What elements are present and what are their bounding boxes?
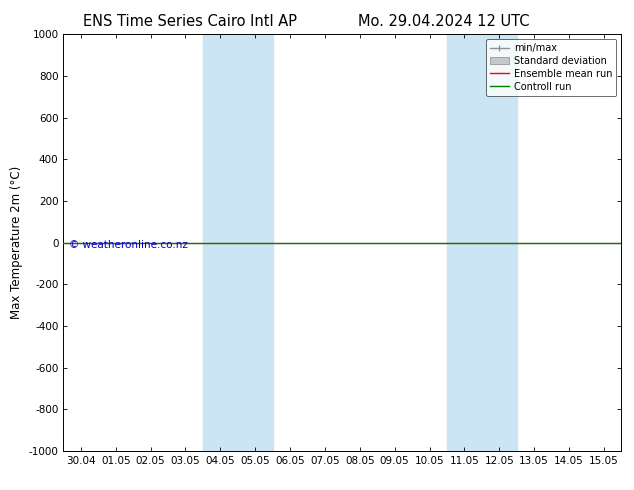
Text: © weatheronline.co.nz: © weatheronline.co.nz (69, 241, 188, 250)
Text: ENS Time Series Cairo Intl AP: ENS Time Series Cairo Intl AP (83, 14, 297, 29)
Bar (447, 34, 517, 451)
Legend: min/max, Standard deviation, Ensemble mean run, Controll run: min/max, Standard deviation, Ensemble me… (486, 39, 616, 96)
Bar (203, 34, 273, 451)
Y-axis label: Max Temperature 2m (°C): Max Temperature 2m (°C) (10, 166, 23, 319)
Text: Mo. 29.04.2024 12 UTC: Mo. 29.04.2024 12 UTC (358, 14, 529, 29)
